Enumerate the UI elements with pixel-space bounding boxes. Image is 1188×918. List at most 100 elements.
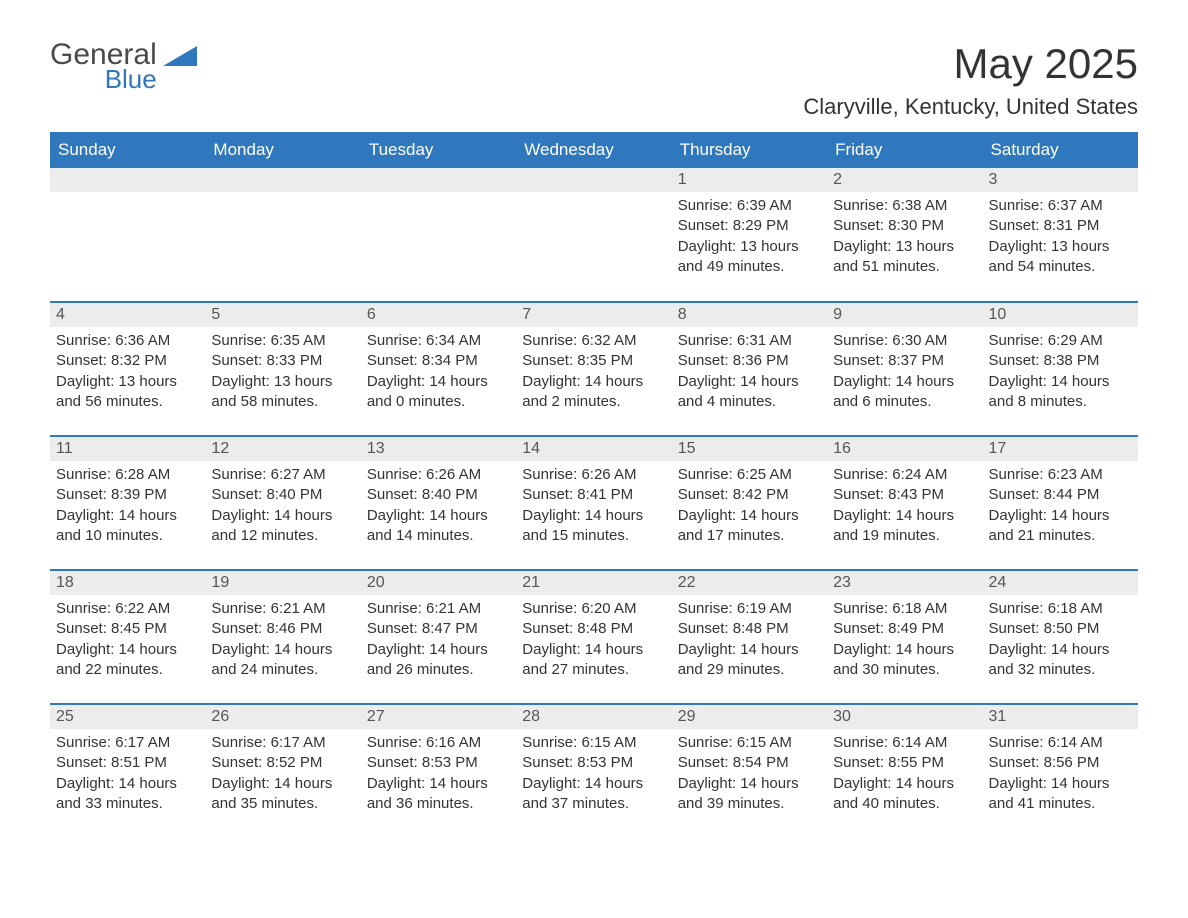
daylight-line: Daylight: 13 hours and 49 minutes. <box>678 237 821 278</box>
calendar-body: 1Sunrise: 6:39 AMSunset: 8:29 PMDaylight… <box>50 168 1138 838</box>
sunrise-line: Sunrise: 6:38 AM <box>833 196 976 216</box>
calendar-cell: 18Sunrise: 6:22 AMSunset: 8:45 PMDayligh… <box>50 570 205 704</box>
day-details: Sunrise: 6:34 AMSunset: 8:34 PMDaylight:… <box>361 327 516 420</box>
logo-text: General Blue <box>50 40 157 92</box>
sunrise-line: Sunrise: 6:14 AM <box>989 733 1132 753</box>
daylight-line: Daylight: 14 hours and 2 minutes. <box>522 372 665 413</box>
day-details: Sunrise: 6:14 AMSunset: 8:55 PMDaylight:… <box>827 729 982 822</box>
title-block: May 2025 Claryville, Kentucky, United St… <box>803 40 1138 120</box>
sunrise-line: Sunrise: 6:19 AM <box>678 599 821 619</box>
day-number: 28 <box>516 705 671 729</box>
calendar-cell: 6Sunrise: 6:34 AMSunset: 8:34 PMDaylight… <box>361 302 516 436</box>
day-details: Sunrise: 6:26 AMSunset: 8:41 PMDaylight:… <box>516 461 671 554</box>
calendar-cell: 24Sunrise: 6:18 AMSunset: 8:50 PMDayligh… <box>983 570 1138 704</box>
sunset-line: Sunset: 8:40 PM <box>211 485 354 505</box>
sunrise-line: Sunrise: 6:29 AM <box>989 331 1132 351</box>
daylight-line: Daylight: 14 hours and 8 minutes. <box>989 372 1132 413</box>
day-number: 2 <box>827 168 982 192</box>
day-details: Sunrise: 6:36 AMSunset: 8:32 PMDaylight:… <box>50 327 205 420</box>
sunset-line: Sunset: 8:31 PM <box>989 216 1132 236</box>
day-number: 15 <box>672 437 827 461</box>
day-details: Sunrise: 6:39 AMSunset: 8:29 PMDaylight:… <box>672 192 827 285</box>
day-details: Sunrise: 6:23 AMSunset: 8:44 PMDaylight:… <box>983 461 1138 554</box>
sunset-line: Sunset: 8:54 PM <box>678 753 821 773</box>
daylight-line: Daylight: 14 hours and 40 minutes. <box>833 774 976 815</box>
daylight-line: Daylight: 14 hours and 6 minutes. <box>833 372 976 413</box>
daylight-line: Daylight: 14 hours and 36 minutes. <box>367 774 510 815</box>
sunset-line: Sunset: 8:43 PM <box>833 485 976 505</box>
calendar-week: 1Sunrise: 6:39 AMSunset: 8:29 PMDaylight… <box>50 168 1138 302</box>
calendar-cell: 19Sunrise: 6:21 AMSunset: 8:46 PMDayligh… <box>205 570 360 704</box>
daylight-line: Daylight: 13 hours and 58 minutes. <box>211 372 354 413</box>
sunrise-line: Sunrise: 6:39 AM <box>678 196 821 216</box>
calendar-cell <box>50 168 205 302</box>
sunset-line: Sunset: 8:45 PM <box>56 619 199 639</box>
day-details: Sunrise: 6:17 AMSunset: 8:52 PMDaylight:… <box>205 729 360 822</box>
day-header: Wednesday <box>516 132 671 168</box>
daylight-line: Daylight: 13 hours and 56 minutes. <box>56 372 199 413</box>
sunrise-line: Sunrise: 6:26 AM <box>367 465 510 485</box>
daylight-line: Daylight: 14 hours and 30 minutes. <box>833 640 976 681</box>
calendar-cell: 7Sunrise: 6:32 AMSunset: 8:35 PMDaylight… <box>516 302 671 436</box>
day-header: Monday <box>205 132 360 168</box>
calendar-cell: 8Sunrise: 6:31 AMSunset: 8:36 PMDaylight… <box>672 302 827 436</box>
calendar-cell: 25Sunrise: 6:17 AMSunset: 8:51 PMDayligh… <box>50 704 205 838</box>
day-number: 9 <box>827 303 982 327</box>
sunrise-line: Sunrise: 6:18 AM <box>833 599 976 619</box>
sunset-line: Sunset: 8:44 PM <box>989 485 1132 505</box>
day-number: 14 <box>516 437 671 461</box>
logo-triangle-icon <box>163 44 197 73</box>
calendar-cell: 28Sunrise: 6:15 AMSunset: 8:53 PMDayligh… <box>516 704 671 838</box>
sunset-line: Sunset: 8:38 PM <box>989 351 1132 371</box>
day-details: Sunrise: 6:38 AMSunset: 8:30 PMDaylight:… <box>827 192 982 285</box>
sunset-line: Sunset: 8:53 PM <box>522 753 665 773</box>
day-details: Sunrise: 6:22 AMSunset: 8:45 PMDaylight:… <box>50 595 205 688</box>
logo-blue: Blue <box>50 66 157 92</box>
sunrise-line: Sunrise: 6:30 AM <box>833 331 976 351</box>
calendar-cell: 17Sunrise: 6:23 AMSunset: 8:44 PMDayligh… <box>983 436 1138 570</box>
sunset-line: Sunset: 8:56 PM <box>989 753 1132 773</box>
calendar-cell: 14Sunrise: 6:26 AMSunset: 8:41 PMDayligh… <box>516 436 671 570</box>
calendar-table: SundayMondayTuesdayWednesdayThursdayFrid… <box>50 132 1138 838</box>
daylight-line: Daylight: 14 hours and 26 minutes. <box>367 640 510 681</box>
calendar-cell: 13Sunrise: 6:26 AMSunset: 8:40 PMDayligh… <box>361 436 516 570</box>
sunset-line: Sunset: 8:55 PM <box>833 753 976 773</box>
sunrise-line: Sunrise: 6:27 AM <box>211 465 354 485</box>
daylight-line: Daylight: 14 hours and 15 minutes. <box>522 506 665 547</box>
daylight-line: Daylight: 14 hours and 21 minutes. <box>989 506 1132 547</box>
sunset-line: Sunset: 8:52 PM <box>211 753 354 773</box>
calendar-cell: 1Sunrise: 6:39 AMSunset: 8:29 PMDaylight… <box>672 168 827 302</box>
calendar-cell: 10Sunrise: 6:29 AMSunset: 8:38 PMDayligh… <box>983 302 1138 436</box>
calendar-cell: 30Sunrise: 6:14 AMSunset: 8:55 PMDayligh… <box>827 704 982 838</box>
day-number: 30 <box>827 705 982 729</box>
sunrise-line: Sunrise: 6:15 AM <box>522 733 665 753</box>
sunset-line: Sunset: 8:34 PM <box>367 351 510 371</box>
day-header: Friday <box>827 132 982 168</box>
day-number: 17 <box>983 437 1138 461</box>
day-header: Thursday <box>672 132 827 168</box>
daylight-line: Daylight: 14 hours and 35 minutes. <box>211 774 354 815</box>
day-details: Sunrise: 6:31 AMSunset: 8:36 PMDaylight:… <box>672 327 827 420</box>
day-number: 26 <box>205 705 360 729</box>
daylight-line: Daylight: 13 hours and 54 minutes. <box>989 237 1132 278</box>
sunset-line: Sunset: 8:53 PM <box>367 753 510 773</box>
day-number: 23 <box>827 571 982 595</box>
day-number: 31 <box>983 705 1138 729</box>
sunset-line: Sunset: 8:29 PM <box>678 216 821 236</box>
logo: General Blue <box>50 40 197 92</box>
sunset-line: Sunset: 8:46 PM <box>211 619 354 639</box>
day-details: Sunrise: 6:18 AMSunset: 8:49 PMDaylight:… <box>827 595 982 688</box>
day-details: Sunrise: 6:27 AMSunset: 8:40 PMDaylight:… <box>205 461 360 554</box>
sunset-line: Sunset: 8:37 PM <box>833 351 976 371</box>
day-details: Sunrise: 6:29 AMSunset: 8:38 PMDaylight:… <box>983 327 1138 420</box>
daylight-line: Daylight: 14 hours and 22 minutes. <box>56 640 199 681</box>
day-number: 3 <box>983 168 1138 192</box>
calendar-week: 4Sunrise: 6:36 AMSunset: 8:32 PMDaylight… <box>50 302 1138 436</box>
calendar-cell <box>361 168 516 302</box>
day-details: Sunrise: 6:18 AMSunset: 8:50 PMDaylight:… <box>983 595 1138 688</box>
day-number: 5 <box>205 303 360 327</box>
day-header: Sunday <box>50 132 205 168</box>
month-title: May 2025 <box>803 40 1138 88</box>
calendar-cell: 4Sunrise: 6:36 AMSunset: 8:32 PMDaylight… <box>50 302 205 436</box>
day-number: 24 <box>983 571 1138 595</box>
